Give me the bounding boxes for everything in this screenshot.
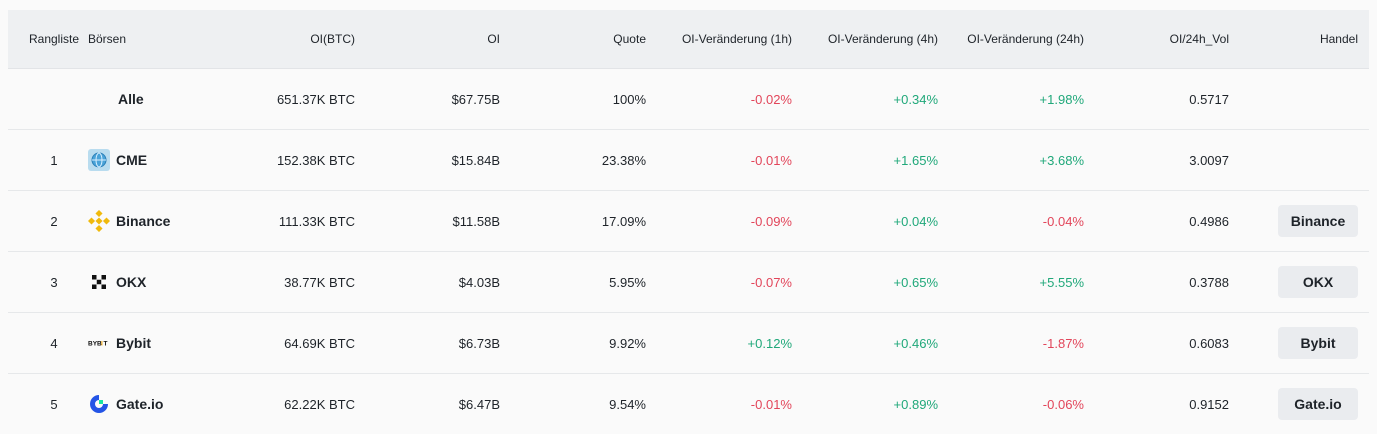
- header-change-1h[interactable]: OI-Veränderung (1h): [681, 32, 792, 46]
- table-row[interactable]: 2 Binance 111.33K BTC $11.58B 17.09% -0.09% +0…: [8, 191, 1369, 252]
- header-change-24h[interactable]: OI-Veränderung (24h): [967, 32, 1084, 46]
- table-row[interactable]: 3 OKX 38.77K BTC $4.03B 5.95% -0.07% +0.65% +5.…: [8, 252, 1369, 313]
- change-24h-value: +5.55%: [1039, 274, 1084, 290]
- trade-cell: [1238, 130, 1358, 190]
- trade-cell: OKX: [1238, 252, 1358, 312]
- oi-btc-value: 64.69K BTC: [284, 335, 355, 351]
- trade-cell: Gate.io: [1238, 374, 1358, 434]
- trade-button[interactable]: OKX: [1278, 266, 1358, 298]
- oi-value: $11.58B: [452, 213, 500, 229]
- oi-vol-value: 3.0097: [1189, 152, 1229, 168]
- share-value: 17.09%: [601, 213, 646, 229]
- oi-vol-value: 0.9152: [1189, 396, 1229, 412]
- oi-btc-value: 152.38K BTC: [276, 152, 355, 168]
- header-oi-vol[interactable]: OI/24h_Vol: [1169, 32, 1229, 46]
- oi-value: $4.03B: [458, 274, 500, 290]
- exchange-cell[interactable]: Gate.io: [88, 374, 248, 434]
- change-1h-value: -0.07%: [750, 274, 792, 290]
- change-24h-value: -0.06%: [1042, 396, 1084, 412]
- oi-vol-value: 0.6083: [1189, 335, 1229, 351]
- exchange-cell[interactable]: OKX: [88, 252, 248, 312]
- oi-btc-value: 38.77K BTC: [284, 274, 355, 290]
- okx-logo-icon: [88, 271, 110, 293]
- change-24h-value: +3.68%: [1039, 152, 1084, 168]
- oi-btc-value: 651.37K BTC: [276, 91, 355, 107]
- change-4h-value: +0.89%: [893, 396, 938, 412]
- exchange-name: Bybit: [116, 335, 151, 351]
- change-4h-value: +0.46%: [893, 335, 938, 351]
- rank-number: 5: [50, 396, 58, 412]
- change-1h-value: -0.01%: [750, 396, 792, 412]
- oi-value: $67.75B: [451, 91, 500, 107]
- svg-text:I: I: [101, 341, 103, 348]
- share-value: 9.54%: [609, 396, 646, 412]
- trade-button[interactable]: Bybit: [1278, 327, 1358, 359]
- change-4h-value: +1.65%: [893, 152, 938, 168]
- svg-text:T: T: [104, 341, 108, 348]
- exchange-cell: Alle: [88, 69, 248, 129]
- oi-value: $15.84B: [451, 152, 500, 168]
- open-interest-table: Rangliste Börsen OI(BTC) OI Quote OI-Ver…: [8, 10, 1369, 434]
- rank-number: 3: [50, 274, 58, 290]
- oi-value: $6.73B: [458, 335, 500, 351]
- rank-number: 4: [50, 335, 58, 351]
- bybit-logo-icon: BYB I T: [88, 332, 110, 354]
- trade-button[interactable]: Gate.io: [1278, 388, 1358, 420]
- trade-cell: [1238, 69, 1358, 129]
- share-value: 100%: [612, 91, 646, 107]
- change-1h-value: -0.02%: [750, 91, 792, 107]
- change-4h-value: +0.65%: [893, 274, 938, 290]
- header-change-4h[interactable]: OI-Veränderung (4h): [827, 32, 938, 46]
- header-oi[interactable]: OI: [487, 32, 500, 46]
- exchange-cell[interactable]: CME: [88, 130, 248, 190]
- change-1h-value: +0.12%: [747, 335, 792, 351]
- rank-number: 2: [50, 213, 58, 229]
- header-oi-btc[interactable]: OI(BTC): [310, 32, 355, 46]
- rank-number: 1: [50, 152, 58, 168]
- table-header: Rangliste Börsen OI(BTC) OI Quote OI-Ver…: [8, 10, 1369, 69]
- oi-vol-value: 0.3788: [1189, 274, 1229, 290]
- exchange-name: CME: [116, 152, 148, 168]
- share-value: 23.38%: [601, 152, 646, 168]
- oi-vol-value: 0.5717: [1189, 91, 1229, 107]
- header-rank[interactable]: Rangliste: [28, 32, 80, 46]
- trade-cell: Bybit: [1238, 313, 1358, 373]
- binance-logo-icon: [88, 210, 110, 232]
- exchange-name: Gate.io: [116, 396, 164, 412]
- gate-logo-icon: [88, 393, 110, 415]
- table-row[interactable]: 4 BYB I T Bybit 64.69K BTC $6.73B 9.92% +0.12% +0…: [8, 313, 1369, 374]
- exchange-name: OKX: [116, 274, 147, 290]
- change-1h-value: -0.01%: [750, 152, 792, 168]
- cme-globe-icon: [88, 149, 110, 171]
- exchange-cell[interactable]: BYB I T Bybit: [88, 313, 248, 373]
- exchange-name: Binance: [116, 213, 171, 229]
- change-4h-value: +0.04%: [893, 213, 938, 229]
- table-row[interactable]: 1 CME 152.38K BTC $15.84B 23.38% -0.01% +1.65%…: [8, 130, 1369, 191]
- change-24h-value: -0.04%: [1042, 213, 1084, 229]
- header-share[interactable]: Quote: [613, 32, 646, 46]
- table-row[interactable]: Alle 651.37K BTC $67.75B 100% -0.02% +0.34% +1…: [8, 69, 1369, 130]
- share-value: 9.92%: [609, 335, 646, 351]
- change-24h-value: +1.98%: [1039, 91, 1084, 107]
- oi-btc-value: 111.33K BTC: [278, 213, 355, 229]
- oi-value: $6.47B: [458, 396, 500, 412]
- table-row[interactable]: 5 Gate.io 62.22K BTC $6.47B 9.54% -0.01% +0.89…: [8, 374, 1369, 434]
- header-trade: Handel: [1319, 32, 1358, 46]
- oi-btc-value: 62.22K BTC: [284, 396, 355, 412]
- share-value: 5.95%: [609, 274, 646, 290]
- trade-cell: Binance: [1238, 191, 1358, 251]
- change-24h-value: -1.87%: [1042, 335, 1084, 351]
- exchange-name: Alle: [118, 91, 144, 107]
- trade-button[interactable]: Binance: [1278, 205, 1358, 237]
- header-exchange[interactable]: Börsen: [88, 32, 127, 46]
- svg-text:BYB: BYB: [88, 341, 102, 348]
- change-4h-value: +0.34%: [893, 91, 938, 107]
- oi-vol-value: 0.4986: [1189, 213, 1229, 229]
- change-1h-value: -0.09%: [750, 213, 792, 229]
- exchange-cell[interactable]: Binance: [88, 191, 248, 251]
